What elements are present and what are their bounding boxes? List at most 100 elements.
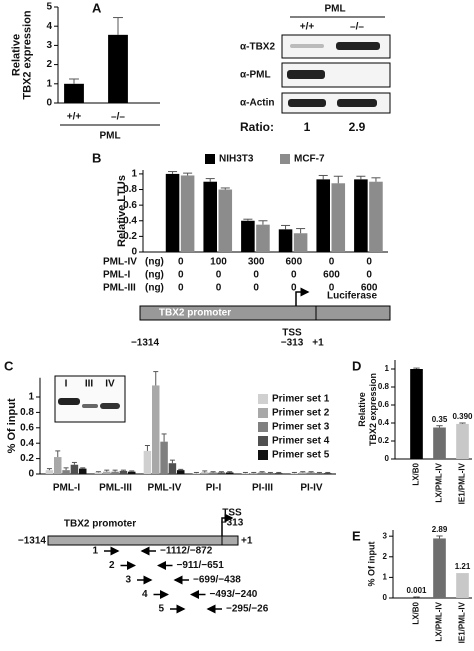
y-tick-label: 1	[385, 364, 390, 373]
bar	[108, 34, 128, 104]
condition-unit: (ng)	[145, 257, 164, 268]
y-tick-label: 0.8	[20, 407, 34, 418]
end-position: +1	[241, 536, 253, 547]
legend-swatch	[258, 436, 268, 446]
y-tick-label: 0	[131, 247, 137, 258]
condition-value: 0	[366, 257, 372, 268]
bar	[410, 369, 423, 459]
primer-range: −1112/−872	[160, 546, 213, 557]
bar	[209, 472, 217, 474]
y-tick-label: 4	[46, 21, 52, 32]
bar	[201, 472, 209, 474]
lane-label: IV	[105, 379, 115, 390]
y-tick-label: 0	[46, 98, 52, 109]
band	[287, 70, 325, 79]
primer-range: −295/−26	[226, 604, 269, 615]
legend-swatch	[258, 450, 268, 460]
condition-value: 600	[285, 257, 302, 268]
condition-value: 0	[253, 270, 259, 281]
ratio-label: Ratio:	[240, 120, 274, 134]
band	[290, 44, 324, 48]
condition-name: PML-I	[103, 270, 130, 281]
bar	[119, 470, 128, 474]
row-label: α-TBX2	[240, 42, 275, 53]
y-tick-label: 1	[383, 573, 388, 582]
y-tick-label: 0.4	[378, 418, 390, 427]
promoter-box	[47, 535, 239, 546]
bar	[111, 471, 119, 474]
legend-label: Primer set 4	[272, 436, 330, 447]
y-tick-label: 0.2	[20, 453, 34, 464]
tss-position: −313	[221, 518, 244, 529]
value-label: 0.390	[452, 412, 473, 421]
bar	[293, 233, 308, 252]
panel-label: B	[92, 150, 101, 165]
promoter-label: TBX2 promoter	[64, 519, 136, 530]
condition-value: 0	[366, 270, 372, 281]
x-tick-label: –/–	[111, 112, 125, 123]
y-axis-label: TBX2 expression	[368, 373, 378, 446]
value-label: 0.001	[406, 586, 427, 595]
condition-unit: (ng)	[145, 283, 164, 294]
bar	[456, 573, 469, 598]
x-tick-label: PML-IV	[148, 483, 182, 494]
bar	[433, 538, 446, 598]
bar	[290, 473, 299, 474]
legend-label: NIH3T3	[219, 154, 254, 165]
condition-value: 0	[291, 270, 297, 281]
condition-value: 0	[178, 283, 184, 294]
x-tick-label: LX/B0	[412, 462, 421, 485]
condition-value: 100	[210, 257, 227, 268]
bar	[217, 472, 226, 474]
y-axis-label: % Of input	[6, 398, 18, 453]
x-tick-label: PML-III	[99, 483, 132, 494]
bar	[266, 473, 275, 474]
bar	[315, 473, 324, 474]
y-tick-label: 0.2	[123, 231, 137, 242]
primer-range: −493/−240	[210, 589, 258, 600]
primer-range: −699/−438	[193, 575, 241, 586]
bar	[45, 470, 54, 474]
tss-label: TSS	[222, 508, 242, 519]
bar	[323, 473, 332, 474]
y-tick-label: 1	[131, 169, 137, 180]
band	[58, 398, 80, 405]
x-tick-label: IE1/PML-IV	[458, 601, 467, 643]
ratio: 1	[304, 120, 311, 134]
ratio: 2.9	[349, 120, 366, 134]
primer-number: 2	[109, 560, 115, 571]
value-label: 0.35	[432, 415, 448, 424]
bar	[241, 473, 250, 474]
condition-name: PML-III	[103, 283, 136, 294]
condition-value: 0	[329, 257, 335, 268]
y-axis-label: Relative LTUs	[116, 175, 128, 247]
blot-strip	[281, 92, 391, 114]
band	[336, 42, 380, 50]
promoter-diagram: TBX2 promoter Luciferase TSS −313 −1314 …	[131, 287, 391, 349]
band	[337, 99, 377, 107]
condition-value: 0	[178, 270, 184, 281]
reporter-label: Luciferase	[327, 291, 377, 302]
panel-label: D	[352, 358, 361, 373]
primer-number: 1	[92, 546, 98, 557]
western-blot: PML +/+ –/– α-TBX2 α-PML α-Actin Ratio: …	[240, 4, 391, 134]
x-axis-label: PML	[99, 131, 120, 142]
bar	[331, 183, 346, 252]
condition-name: PML-IV	[103, 257, 137, 268]
bar	[299, 472, 307, 474]
band	[288, 99, 326, 107]
bar	[192, 473, 201, 474]
end-position: +1	[312, 338, 324, 349]
bar	[127, 471, 136, 474]
condition-value: 0	[216, 283, 222, 294]
y-tick-label: 5	[46, 2, 52, 13]
bar	[456, 423, 469, 459]
start-position: −1314	[18, 536, 47, 547]
inset-blot: I III IV	[54, 375, 126, 423]
y-tick-label: 0.4	[20, 438, 34, 449]
bar	[369, 181, 383, 252]
bar	[143, 450, 152, 474]
y-tick-label: 0.8	[378, 382, 390, 391]
bar	[64, 83, 84, 103]
legend-label: Primer set 3	[272, 422, 330, 433]
